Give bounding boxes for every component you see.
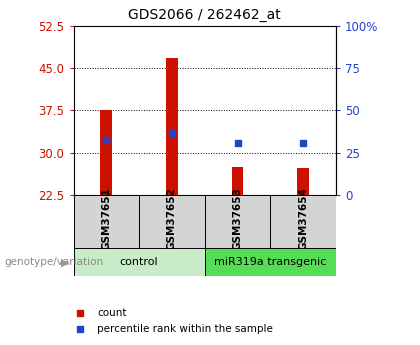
- Text: count: count: [97, 308, 127, 318]
- Bar: [139, 195, 205, 248]
- Text: percentile rank within the sample: percentile rank within the sample: [97, 324, 273, 334]
- Text: control: control: [120, 257, 158, 267]
- Bar: [166, 58, 178, 195]
- Text: genotype/variation: genotype/variation: [4, 257, 103, 267]
- Text: miR319a transgenic: miR319a transgenic: [214, 257, 327, 267]
- Bar: [297, 168, 309, 195]
- Text: GSM37654: GSM37654: [298, 188, 308, 250]
- Text: GSM37652: GSM37652: [167, 188, 177, 250]
- Bar: [74, 248, 205, 276]
- Bar: [100, 110, 112, 195]
- Bar: [232, 167, 244, 195]
- Bar: [205, 248, 336, 276]
- Bar: [270, 195, 336, 248]
- Bar: [74, 195, 139, 248]
- Title: GDS2066 / 262462_at: GDS2066 / 262462_at: [129, 8, 281, 22]
- Text: GSM37653: GSM37653: [233, 188, 243, 250]
- Text: ▶: ▶: [61, 257, 69, 267]
- Bar: [205, 195, 270, 248]
- Text: GSM37651: GSM37651: [101, 188, 111, 250]
